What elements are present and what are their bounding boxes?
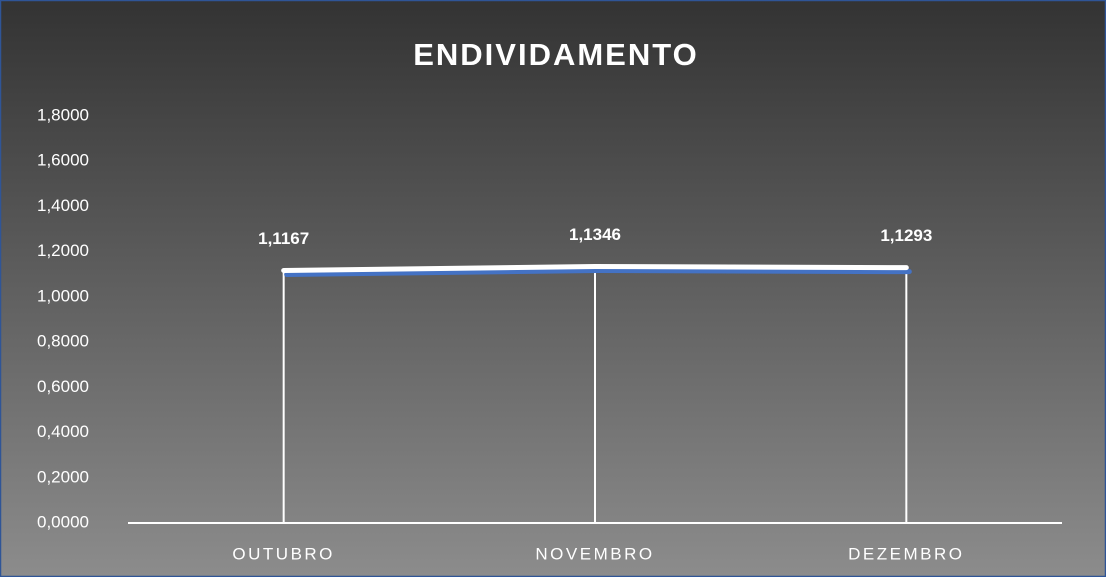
- x-tick-label: OUTUBRO: [232, 544, 335, 563]
- y-tick-label: 1,6000: [37, 151, 89, 170]
- y-tick-label: 0,6000: [37, 377, 89, 396]
- line: [281, 263, 909, 274]
- y-tick-label: 1,4000: [37, 196, 89, 215]
- y-tick-label: 1,0000: [37, 286, 89, 305]
- data-label: 1,1293: [880, 226, 932, 245]
- line-shadow: [284, 267, 912, 278]
- y-tick-label: 0,0000: [37, 512, 89, 531]
- y-tick-label: 0,2000: [37, 467, 89, 486]
- chart-title: ENDIVIDAMENTO: [413, 37, 699, 72]
- data-label: 1,1167: [258, 229, 309, 248]
- data-label: 1,1346: [569, 225, 621, 244]
- x-tick-label: DEZEMBRO: [848, 544, 964, 563]
- y-tick-label: 1,2000: [37, 241, 89, 260]
- y-tick-label: 0,8000: [37, 332, 89, 351]
- y-tick-label: 0,4000: [37, 422, 89, 441]
- y-tick-label: 1,8000: [37, 105, 89, 124]
- x-tick-label: NOVEMBRO: [535, 544, 654, 563]
